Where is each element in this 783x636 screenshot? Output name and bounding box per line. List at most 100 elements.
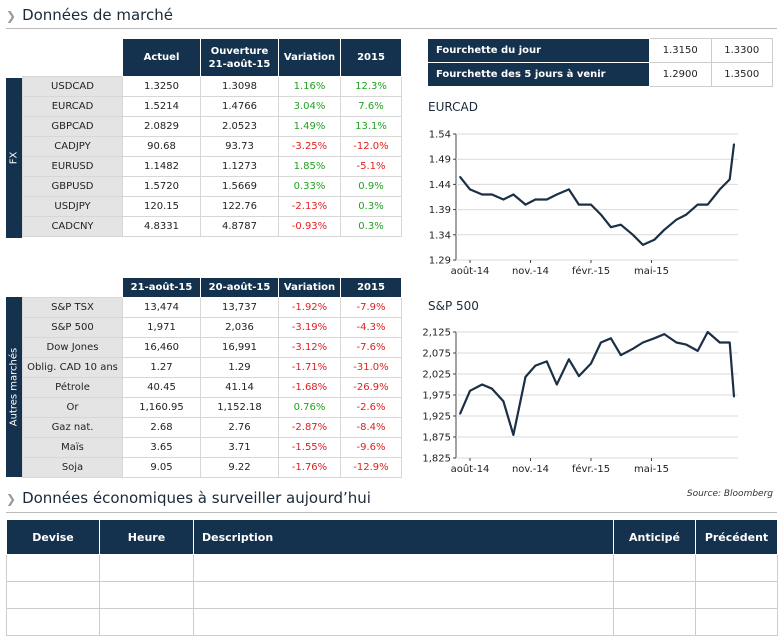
- cell-ouverture: 9.22: [200, 457, 279, 478]
- cell-name: Pétrole: [22, 377, 123, 398]
- y-tick-label: 1.49: [429, 155, 451, 166]
- data-point: [534, 364, 537, 367]
- column-header: Actuel: [122, 38, 201, 77]
- data-point: [632, 234, 634, 236]
- y-tick-label: 1.39: [429, 205, 451, 216]
- data-point: [546, 198, 548, 201]
- y-tick-label: 1,875: [422, 433, 451, 444]
- cell-ouverture: 1.3098: [200, 76, 279, 97]
- column-header-devise: Devise: [6, 519, 100, 555]
- source-note: Source: Bloomberg: [686, 489, 773, 499]
- cell-ouverture: 1.4766: [200, 96, 279, 117]
- cell-ytd: 0.3%: [340, 196, 402, 217]
- x-tick-label: août-14: [451, 265, 490, 277]
- data-point: [719, 188, 721, 191]
- column-header: Ouverture 21-août-15: [200, 38, 279, 77]
- cell-actuel: 1.27: [122, 357, 201, 378]
- data-point: [491, 387, 493, 390]
- cell-actuel: 13,474: [122, 297, 201, 318]
- empty-cell: [99, 581, 194, 609]
- table-row: S&P 500 1,971 2,036 -3.19% -4.3%: [22, 317, 402, 338]
- cell-variation: -0.93%: [278, 216, 341, 237]
- other-table-header: 21-août-15 20-août-15 Variation 2015: [22, 277, 402, 298]
- data-point: [706, 331, 709, 333]
- empty-cell: [695, 608, 778, 636]
- table-row: Or 1,160.95 1,152.18 0.76% -2.6%: [22, 397, 402, 418]
- table-row: USDCAD 1.3250 1.3098 1.16% 12.3%: [22, 76, 402, 97]
- table-row: [6, 608, 778, 636]
- data-point: [556, 383, 558, 386]
- y-tick-label: 1,975: [422, 391, 451, 402]
- data-point: [512, 434, 515, 436]
- cell-variation: -3.19%: [278, 317, 341, 338]
- x-tick-label: nov.-14: [512, 464, 549, 475]
- data-point: [653, 239, 656, 241]
- table-row: [6, 554, 778, 582]
- cell-name: S&P TSX: [22, 297, 123, 318]
- cell-variation: -1.71%: [278, 357, 341, 378]
- data-point: [600, 341, 602, 344]
- cell-actuel: 40.45: [122, 377, 201, 398]
- data-point: [534, 198, 537, 201]
- sp500-chart: 1,825 1,875 1,925 1,975 2,025 2,075 2,125 août-…: [422, 328, 738, 475]
- fx-table-header: Actuel Ouverture 21-août-15 Variation 20…: [22, 38, 402, 77]
- cell-ytd: -12.0%: [340, 136, 402, 157]
- cell-name: EURCAD: [22, 96, 123, 117]
- empty-cell: [6, 554, 100, 582]
- cell-actuel: 9.05: [122, 457, 201, 478]
- range-table: Fourchette du jour 1.3150 1.3300 Fourche…: [426, 38, 773, 87]
- chart-title-eurcad: EURCAD: [428, 100, 478, 114]
- cell-ytd: -31.0%: [340, 357, 402, 378]
- empty-cell: [193, 581, 614, 609]
- eurcad-chart: 1.29 1.34 1.39 1.44 1.49 1.54 août-14 nov.-14 fé…: [429, 130, 738, 277]
- cell-name: Or: [22, 397, 123, 418]
- cell-ytd: 12.3%: [340, 76, 402, 97]
- empty-cell: [613, 554, 696, 582]
- empty-cell: [193, 554, 614, 582]
- data-point: [481, 383, 483, 386]
- data-point: [512, 193, 515, 196]
- cell-ouverture: 1.5669: [200, 176, 279, 197]
- data-point: [578, 203, 580, 206]
- column-header-anticipe: Anticipé: [613, 519, 696, 555]
- cell-actuel: 2.68: [122, 417, 201, 438]
- cell-variation: -1.68%: [278, 377, 341, 398]
- section-title-market: ❯ Données de marché: [6, 6, 173, 24]
- cell-name: CADCNY: [22, 216, 123, 237]
- cell-ytd: -7.9%: [340, 297, 402, 318]
- other-side-label: Autres marchés: [6, 297, 22, 477]
- cell-actuel: 1.5720: [122, 176, 201, 197]
- table-row: CADCNY 4.8331 4.8787 -0.93% 0.3%: [22, 216, 402, 237]
- cell-actuel: 1.5214: [122, 96, 201, 117]
- cell-name: Soja: [22, 457, 123, 478]
- data-point: [706, 203, 709, 206]
- column-header: 2015: [340, 277, 402, 298]
- y-tick-label: 1.44: [429, 180, 451, 191]
- cell-ytd: -12.9%: [340, 457, 402, 478]
- table-row: S&P TSX 13,474 13,737 -1.92% -7.9%: [22, 297, 402, 318]
- cell-ouverture: 1.1273: [200, 156, 279, 177]
- market-title: Données de marché: [22, 6, 173, 24]
- data-point: [685, 343, 688, 346]
- data-point: [556, 193, 558, 196]
- cell-actuel: 1.3250: [122, 76, 201, 97]
- empty-cell: [6, 608, 100, 636]
- data-point: [728, 178, 731, 181]
- data-point: [568, 188, 570, 191]
- data-point: [675, 218, 678, 221]
- table-row: GBPUSD 1.5720 1.5669 0.33% 0.9%: [22, 176, 402, 197]
- cell-ytd: -5.1%: [340, 156, 402, 177]
- data-point: [502, 400, 505, 403]
- data-point: [546, 360, 548, 363]
- table-row: Oblig. CAD 10 ans 1.27 1.29 -1.71% -31.0%: [22, 357, 402, 378]
- cell-ytd: -2.6%: [340, 397, 402, 418]
- range-label: Fourchette des 5 jours à venir: [426, 62, 651, 87]
- table-row: CADJPY 90.68 93.73 -3.25% -12.0%: [22, 136, 402, 157]
- cell-ytd: -8.4%: [340, 417, 402, 438]
- data-point: [696, 203, 699, 206]
- data-point: [524, 203, 527, 206]
- cell-name: GBPUSD: [22, 176, 123, 197]
- data-point: [600, 213, 602, 216]
- data-point: [491, 193, 493, 196]
- range-label: Fourchette du jour: [426, 38, 651, 63]
